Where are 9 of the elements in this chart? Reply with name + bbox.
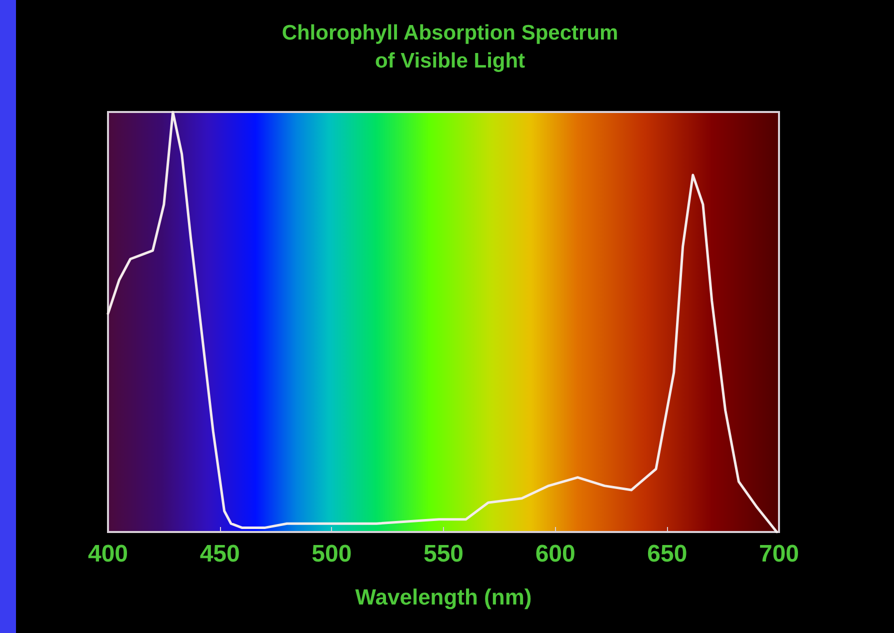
x-tick-label: 600 (535, 540, 576, 568)
x-tick-label: 500 (312, 540, 352, 568)
x-tick-label: 450 (200, 540, 240, 568)
x-axis-title: Wavelength (nm) (355, 584, 532, 610)
chart-title: Chlorophyll Absorption Spectrum of Visible Light (282, 22, 618, 72)
x-tick-label: 550 (423, 540, 464, 568)
x-tick-label: 700 (758, 540, 800, 568)
x-tick-label: 650 (647, 540, 688, 568)
x-tick-label: 400 (88, 540, 128, 568)
